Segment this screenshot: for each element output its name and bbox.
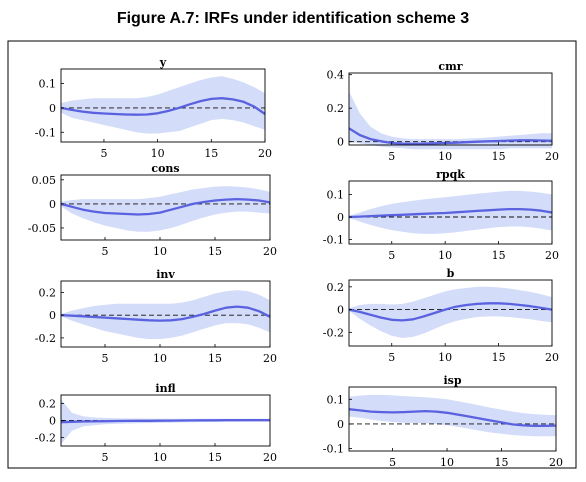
y-tick-label: -0.1: [323, 443, 344, 456]
irf-line-b: [348, 302, 553, 322]
x-tick-label: 20: [545, 249, 559, 262]
panel-title-b: b: [447, 267, 455, 280]
axes-box-cmr: [348, 72, 553, 146]
x-tick-label: 20: [545, 351, 559, 364]
panel-title-isp: isp: [443, 374, 461, 387]
x-tick-label: 10: [153, 451, 167, 464]
irf-line-infl: [60, 419, 270, 424]
axes-box-inv: [60, 280, 271, 348]
confidence-band-b: [349, 286, 552, 338]
axes-box-rpqk: [348, 180, 553, 245]
irf-line-cmr: [348, 127, 553, 145]
x-tick-label: 15: [495, 456, 509, 469]
x-tick-label: 10: [438, 150, 452, 163]
panel-title-rpqk: rpqk: [436, 168, 465, 181]
y-tick-label: 0: [337, 304, 344, 317]
y-tick-label: 0.4: [327, 69, 345, 82]
x-tick-label: 10: [153, 245, 167, 258]
x-tick-label: 5: [388, 150, 395, 163]
x-tick-label: 5: [389, 456, 396, 469]
irf-line-cons: [60, 197, 271, 216]
x-tick-label: 10: [440, 456, 454, 469]
axes-box-y: [60, 68, 266, 143]
y-tick-label: 0: [49, 102, 56, 115]
x-tick-label: 15: [492, 249, 506, 262]
y-tick-label: 0.2: [327, 281, 345, 294]
confidence-band-cmr: [349, 91, 552, 150]
panel-y: y 5 10 15 20 0.1 0 -0.1: [35, 56, 272, 160]
y-tick-label: 0.1: [327, 189, 345, 202]
x-tick-label: 5: [388, 351, 395, 364]
axes-box-b: [348, 279, 553, 347]
outer-border: [7, 40, 577, 469]
irf-line-y: [60, 97, 266, 116]
y-tick-label: 0: [49, 198, 56, 211]
y-tick-label: 0: [49, 309, 56, 322]
x-tick-label: 15: [208, 245, 222, 258]
x-tick-label: 20: [258, 147, 272, 160]
x-tick-label: 10: [151, 147, 165, 160]
y-tick-label: 0.1: [39, 78, 57, 91]
x-tick-label: 10: [438, 351, 452, 364]
x-tick-label: 20: [549, 456, 563, 469]
x-tick-label: 20: [263, 451, 277, 464]
y-tick-label: -0.1: [35, 126, 56, 139]
x-tick-label: 5: [102, 352, 109, 365]
x-tick-label: 5: [102, 245, 109, 258]
x-tick-label: 20: [545, 150, 559, 163]
y-tick-label: 0: [49, 415, 56, 428]
panel-title-infl: infl: [155, 382, 175, 395]
x-tick-label: 10: [438, 249, 452, 262]
confidence-band-cons: [61, 186, 270, 232]
y-tick-label: 0.05: [32, 174, 57, 187]
panel-title-y: y: [159, 56, 167, 69]
axes-box-cons: [60, 174, 271, 241]
irf-line-inv: [60, 305, 271, 322]
panel-cmr: cmr 5 10 15 20 0.4 0.2 0: [327, 60, 560, 163]
panel-cons: cons 5 10 15 20 0.05 0 -0.05: [28, 162, 277, 258]
panel-title-cons: cons: [151, 162, 179, 175]
x-tick-label: 5: [102, 451, 109, 464]
irf-line-isp: [348, 408, 557, 428]
panel-b: b 5 10 15 20 0.2 0 -0.2: [323, 267, 559, 364]
y-tick-label: 0.2: [327, 102, 345, 115]
panel-infl: infl 5 10 15 20 0.2 0 -0.2: [35, 382, 277, 464]
y-tick-label: 0.2: [39, 398, 57, 411]
y-tick-label: 0.2: [39, 286, 57, 299]
figure-title: Figure A.7: IRFs under identification sc…: [116, 10, 470, 27]
x-tick-label: 15: [204, 147, 218, 160]
x-tick-label: 5: [100, 147, 107, 160]
y-tick-label: -0.1: [323, 234, 344, 247]
confidence-band-isp: [349, 394, 556, 437]
panel-inv: inv 5 10 15 20 0.2 0 -0.2: [35, 268, 277, 365]
y-tick-label: -0.2: [35, 332, 56, 345]
panel-isp: isp 5 10 15 20 0.1 0 -0.1: [323, 374, 563, 469]
axes-box-isp: [348, 386, 557, 452]
x-tick-label: 15: [208, 451, 222, 464]
panel-title-cmr: cmr: [438, 60, 462, 73]
x-tick-label: 20: [263, 352, 277, 365]
y-tick-label: 0: [337, 136, 344, 149]
x-tick-label: 15: [208, 352, 222, 365]
y-tick-label: -0.2: [323, 326, 344, 339]
y-tick-label: 0.1: [327, 393, 345, 406]
irf-line-rpqk: [348, 207, 553, 219]
x-tick-label: 20: [263, 245, 277, 258]
x-tick-label: 15: [492, 150, 506, 163]
y-tick-label: 0: [337, 211, 344, 224]
x-tick-label: 15: [492, 351, 506, 364]
confidence-band-y: [61, 76, 265, 134]
y-tick-label: -0.05: [28, 222, 56, 235]
panel-title-inv: inv: [156, 268, 175, 281]
panel-rpqk: rpqk 5 10 15 20 0.1 0 -0.1: [323, 168, 559, 262]
y-tick-label: 0: [337, 418, 344, 431]
y-tick-label: -0.2: [35, 432, 56, 445]
confidence-band-inv: [61, 290, 270, 339]
x-tick-label: 5: [388, 249, 395, 262]
x-tick-label: 10: [153, 352, 167, 365]
